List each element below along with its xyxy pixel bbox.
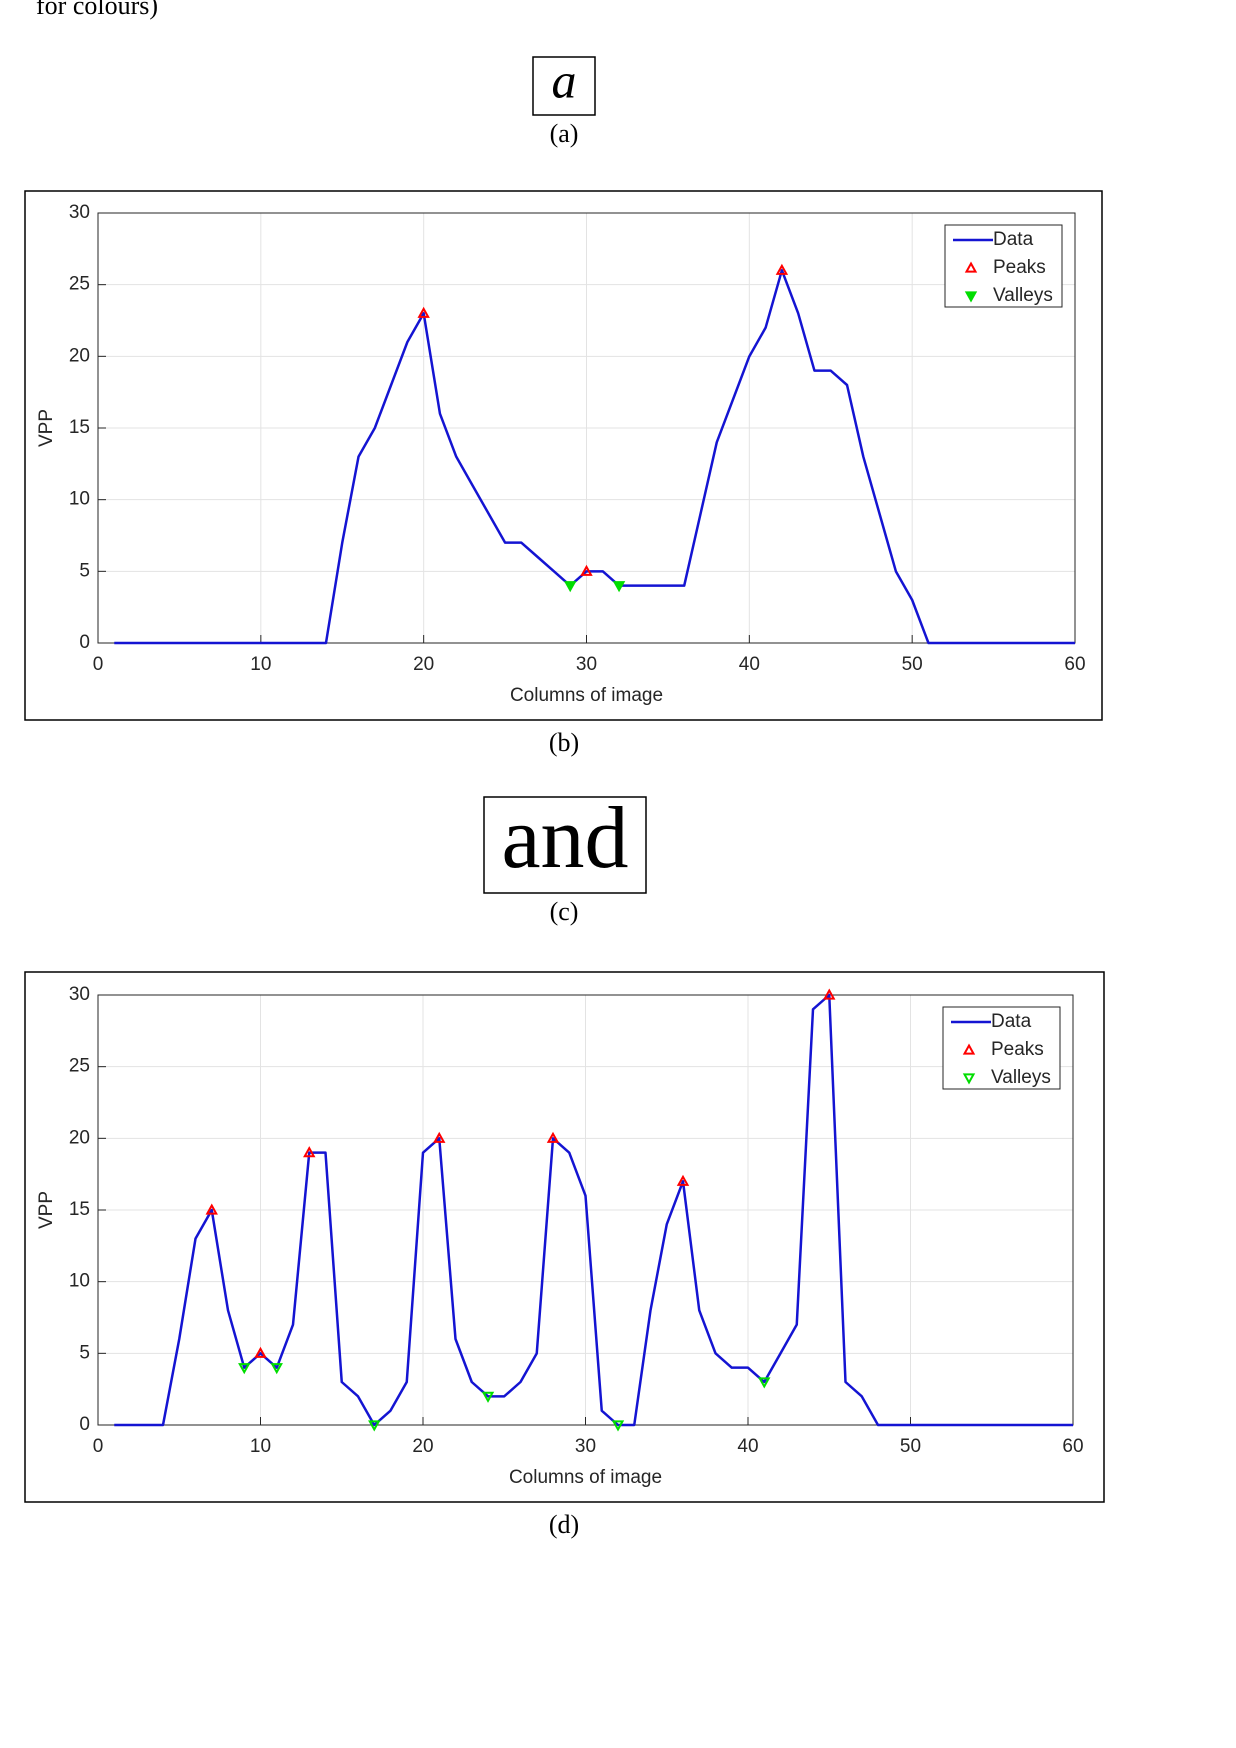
legend-label: Peaks — [993, 257, 1046, 278]
y-tick-label: 15 — [69, 417, 90, 438]
data-line — [114, 269, 1075, 645]
legend-label: Data — [993, 229, 1034, 250]
header-text: for colours) — [36, 0, 158, 20]
peak-marker — [676, 1174, 690, 1186]
y-tick-label: 10 — [69, 489, 90, 510]
x-tick-label: 40 — [737, 1436, 758, 1457]
peak-marker — [417, 306, 430, 318]
x-tick-label: 20 — [413, 654, 434, 675]
plot-border — [97, 212, 1076, 644]
peak-marker — [580, 564, 593, 576]
valley-marker — [612, 581, 626, 593]
peak-marker — [775, 263, 789, 275]
legend-box — [944, 224, 1063, 308]
y-tick-label: 25 — [69, 1056, 90, 1077]
x-tick-label: 20 — [412, 1436, 433, 1457]
x-axis-label: Columns of image — [510, 685, 663, 706]
x-tick-label: 10 — [250, 1436, 271, 1457]
valley-marker — [611, 1420, 625, 1432]
valley-marker — [270, 1363, 283, 1375]
legend-swatch — [962, 1073, 976, 1085]
y-tick-label: 20 — [69, 345, 90, 366]
caption: (a) — [550, 119, 579, 148]
panel-c-box — [483, 796, 647, 894]
y-axis-label: VPP — [36, 409, 57, 447]
y-tick-label: 0 — [79, 632, 90, 653]
legend-swatch — [962, 1043, 976, 1055]
peak-marker — [303, 1146, 316, 1158]
x-tick-label: 10 — [250, 654, 271, 675]
peak-marker — [433, 1131, 446, 1143]
y-tick-label: 15 — [69, 1199, 90, 1220]
y-tick-label: 25 — [69, 274, 90, 295]
peak-marker — [254, 1346, 267, 1358]
x-tick-label: 30 — [575, 1436, 596, 1457]
panel-a-text: a — [552, 52, 577, 108]
x-axis-label: Columns of image — [509, 1467, 662, 1488]
x-tick-label: 60 — [1062, 1436, 1083, 1457]
caption: (c) — [550, 897, 579, 926]
legend-swatch — [964, 291, 978, 303]
panel-a-box — [532, 56, 596, 116]
y-tick-label: 20 — [69, 1127, 90, 1148]
peak-marker — [546, 1131, 560, 1143]
valley-marker — [481, 1391, 495, 1403]
plot-border — [97, 994, 1074, 1426]
x-tick-label: 60 — [1064, 654, 1085, 675]
y-tick-label: 5 — [79, 1342, 90, 1363]
y-tick-label: 30 — [69, 202, 90, 223]
caption: (b) — [549, 728, 579, 757]
x-tick-label: 30 — [576, 654, 597, 675]
valley-marker — [564, 581, 577, 593]
peak-marker — [205, 1203, 218, 1215]
panel-c-text: and — [501, 790, 628, 887]
x-tick-label: 0 — [93, 654, 104, 675]
valley-marker — [238, 1363, 251, 1375]
x-tick-label: 0 — [93, 1436, 104, 1457]
y-axis-label: VPP — [36, 1191, 57, 1229]
peak-marker — [823, 988, 836, 1000]
x-tick-label: 40 — [739, 654, 760, 675]
legend-label: Valleys — [991, 1067, 1051, 1088]
valley-marker — [758, 1377, 771, 1389]
x-tick-label: 50 — [902, 654, 923, 675]
legend-box — [942, 1006, 1061, 1090]
legend-label: Peaks — [991, 1039, 1044, 1060]
y-tick-label: 10 — [69, 1271, 90, 1292]
legend-label: Data — [991, 1011, 1032, 1032]
caption: (d) — [549, 1510, 579, 1539]
x-tick-label: 50 — [900, 1436, 921, 1457]
y-tick-label: 5 — [79, 560, 90, 581]
legend-swatch — [964, 261, 978, 273]
valley-marker — [368, 1420, 381, 1432]
y-tick-label: 30 — [69, 984, 90, 1005]
y-tick-label: 0 — [79, 1414, 90, 1435]
legend-label: Valleys — [993, 285, 1053, 306]
